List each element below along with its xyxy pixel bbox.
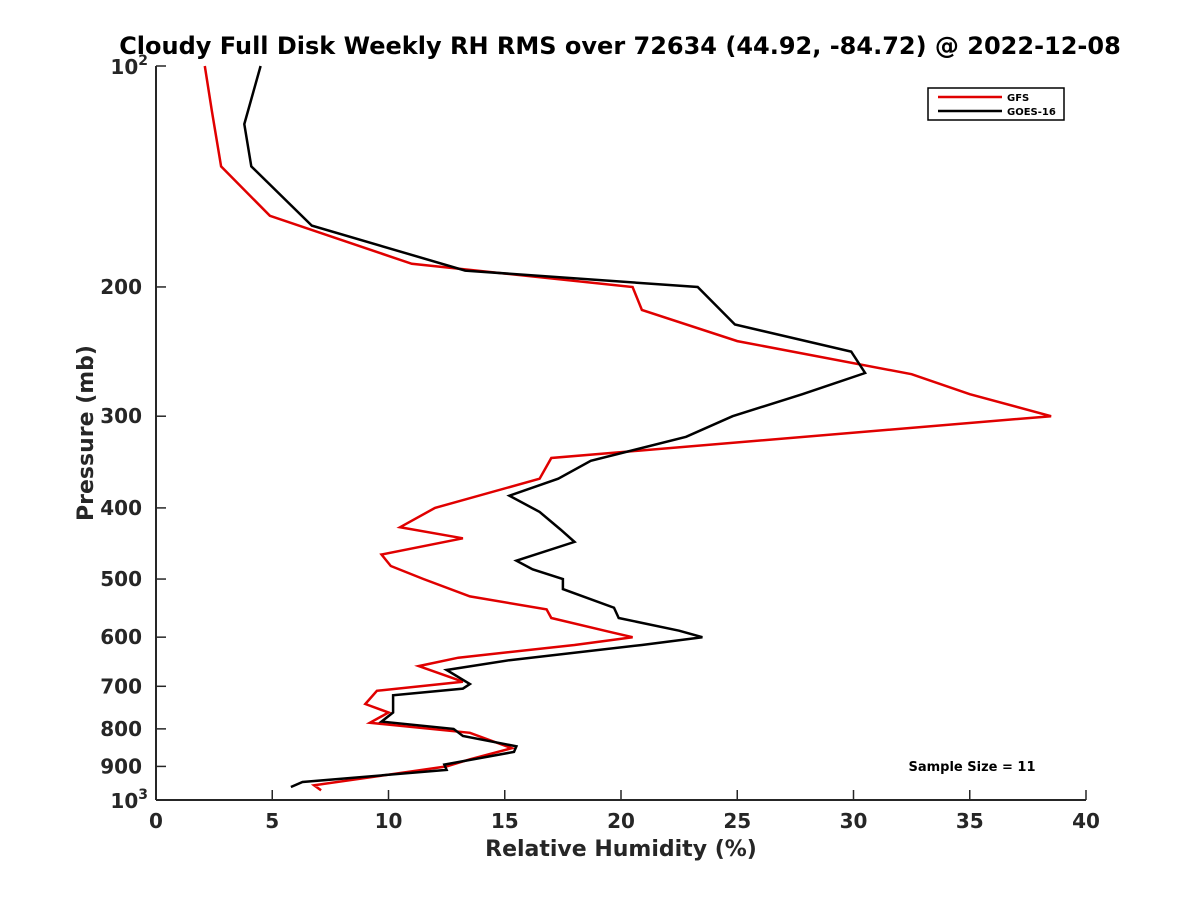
y-axis-label: Pressure (mb)	[74, 345, 99, 521]
chart-title: Cloudy Full Disk Weekly RH RMS over 7263…	[119, 32, 1121, 60]
x-tick-label: 10	[375, 809, 403, 833]
legend-box	[927, 87, 1065, 121]
series-layer	[203, 65, 1052, 792]
series-line-gfs	[203, 65, 1052, 792]
y-tick-label: 300	[100, 404, 142, 428]
x-tick-label: 15	[491, 809, 519, 833]
x-tick-label: 40	[1072, 809, 1100, 833]
series-line-goes16	[243, 65, 868, 789]
y-tick-label: 103	[110, 787, 148, 813]
y-tick-label: 500	[100, 567, 142, 591]
y-tick-label: 102	[110, 53, 148, 79]
y-tick-label: 200	[100, 275, 142, 299]
x-tick-label: 35	[956, 809, 984, 833]
x-tick-label: 5	[265, 809, 279, 833]
y-tick-label: 900	[100, 754, 142, 778]
x-tick-label: 25	[723, 809, 751, 833]
y-tick-label: 700	[100, 674, 142, 698]
y-tick-label: 800	[100, 717, 142, 741]
y-tick-label: 600	[100, 625, 142, 649]
x-axis-label: Relative Humidity (%)	[485, 837, 757, 862]
sample-size-annotation: Sample Size = 11	[908, 760, 1035, 775]
y-tick-label: 400	[100, 496, 142, 520]
legend-label-gfs: GFS	[1007, 93, 1029, 104]
legend-label-goes16: GOES-16	[1007, 107, 1056, 118]
legend: GFS GOES-16	[927, 87, 1065, 121]
x-tick-label: 30	[840, 809, 868, 833]
y-axis-ticks: 102 200 300 400 500 600 700 800 900 103	[100, 53, 166, 813]
x-tick-label: 20	[607, 809, 635, 833]
x-tick-label: 0	[149, 809, 163, 833]
x-axis-ticks: 0 5 10 15 20 25 30 35 40	[149, 790, 1100, 833]
